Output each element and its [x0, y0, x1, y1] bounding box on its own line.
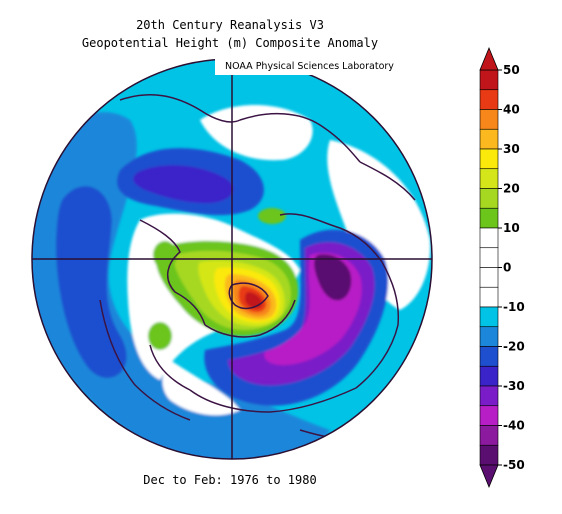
colorbar-bin [479, 89, 499, 110]
north-negative-core [133, 165, 234, 204]
colorbar-tick-label: -10 [503, 300, 525, 314]
colorbar-tick-label: -30 [503, 379, 525, 393]
time-range-caption: Dec to Feb: 1976 to 1980 [143, 473, 317, 487]
colorbar-tick-label: -40 [503, 419, 525, 433]
colorbar-bin [479, 306, 499, 328]
coastline-asia [355, 261, 400, 389]
colorbar-bin [479, 188, 499, 209]
colorbar-max-arrow [479, 46, 499, 71]
colorbar-bin [479, 109, 499, 130]
neutral-lower-patch [162, 360, 240, 416]
colorbar-tick-label: -20 [503, 340, 525, 354]
colorbar-tick-label: 0 [503, 261, 511, 275]
chart-title-line-1: 20th Century Reanalysis V3 [136, 18, 324, 32]
positive-patch-west [153, 241, 177, 269]
coastline-greenland [228, 282, 269, 310]
coastline-alaska [149, 344, 191, 391]
colorbar-min-arrow [479, 464, 499, 489]
neutral-north-patch [200, 105, 313, 161]
colorbar-bin [479, 405, 499, 426]
colorbar-tick-label: 30 [503, 142, 520, 156]
positive-patch-left [148, 322, 172, 350]
positive-patch-upper [258, 208, 286, 224]
coastline-arctic [204, 299, 296, 338]
colorbar-tick-label: -50 [503, 458, 525, 472]
colorbar-bin [479, 425, 499, 446]
colorbar-bin [479, 148, 499, 170]
colorbar-bin [479, 365, 499, 387]
colorbar-bin [479, 326, 499, 347]
colorbar-bin [479, 207, 499, 229]
coastline-russia [359, 161, 416, 201]
colorbar-bin [479, 444, 499, 466]
anomaly-field [32, 59, 432, 459]
coastline-north-america [139, 219, 206, 326]
colorbar-tick-label: 40 [503, 103, 520, 117]
colorbar-bin [479, 168, 499, 189]
eurasia-negative-core [314, 254, 352, 301]
credit-label: NOAA Physical Sciences Laboratory [215, 58, 430, 75]
colorbar-bin [479, 267, 499, 288]
colorbar-bin [479, 286, 499, 308]
coastline-europe [279, 213, 383, 263]
colorbar-bin [479, 247, 499, 268]
colorbar-tick-label: 10 [503, 221, 520, 235]
colorbar-tick-label: 20 [503, 182, 520, 196]
coastline-north-atlantic [119, 94, 241, 123]
positive-core-45 [245, 292, 263, 309]
colorbar: 50 40 30 20 10 0 -10 -20 -30 -40 -50 [479, 46, 525, 489]
coastline-east-asia [189, 387, 357, 413]
coastline-scandinavia [239, 112, 361, 163]
colorbar-bin [479, 69, 499, 91]
colorbar-bin [479, 128, 499, 150]
colorbar-bin [479, 346, 499, 367]
neutral-right-patch [327, 140, 431, 310]
colorbar-tick-label: 50 [503, 63, 520, 77]
coastline-pacific [99, 299, 191, 421]
colorbar-bin [479, 385, 499, 407]
colorbar-bin [479, 227, 499, 249]
pacific-negative-core [55, 186, 127, 378]
chart-title-line-2: Geopotential Height (m) Composite Anomal… [81, 36, 379, 50]
